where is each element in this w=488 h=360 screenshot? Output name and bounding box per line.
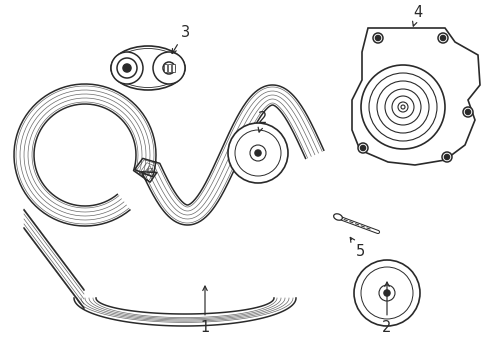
Circle shape xyxy=(397,102,407,112)
Bar xyxy=(167,64,170,72)
Circle shape xyxy=(235,130,281,176)
Circle shape xyxy=(375,36,380,41)
Circle shape xyxy=(254,150,261,156)
Circle shape xyxy=(153,52,184,84)
Circle shape xyxy=(441,152,451,162)
Circle shape xyxy=(444,154,448,159)
Circle shape xyxy=(163,62,175,74)
Text: 3: 3 xyxy=(172,24,189,54)
Circle shape xyxy=(437,33,447,43)
Circle shape xyxy=(368,73,436,141)
Circle shape xyxy=(440,36,445,41)
Text: 5: 5 xyxy=(349,237,364,260)
Text: 2: 2 xyxy=(258,111,267,132)
Circle shape xyxy=(111,52,142,84)
Polygon shape xyxy=(351,28,479,165)
Circle shape xyxy=(378,285,394,301)
Ellipse shape xyxy=(111,46,184,90)
Circle shape xyxy=(400,105,404,109)
Circle shape xyxy=(465,109,469,114)
Circle shape xyxy=(384,89,420,125)
Circle shape xyxy=(462,107,472,117)
Text: 1: 1 xyxy=(200,286,209,336)
Circle shape xyxy=(376,81,428,133)
Circle shape xyxy=(383,290,389,296)
Circle shape xyxy=(360,65,444,149)
Circle shape xyxy=(357,143,367,153)
Bar xyxy=(163,64,166,72)
Circle shape xyxy=(372,33,382,43)
Circle shape xyxy=(249,145,265,161)
Circle shape xyxy=(123,64,131,72)
Ellipse shape xyxy=(333,214,342,220)
Ellipse shape xyxy=(113,49,182,87)
Circle shape xyxy=(227,123,287,183)
Circle shape xyxy=(353,260,419,326)
Text: 2: 2 xyxy=(382,282,391,336)
Circle shape xyxy=(360,145,365,150)
Circle shape xyxy=(391,96,413,118)
Text: 4: 4 xyxy=(412,5,422,26)
Bar xyxy=(171,64,174,72)
Circle shape xyxy=(117,58,137,78)
Circle shape xyxy=(360,267,412,319)
